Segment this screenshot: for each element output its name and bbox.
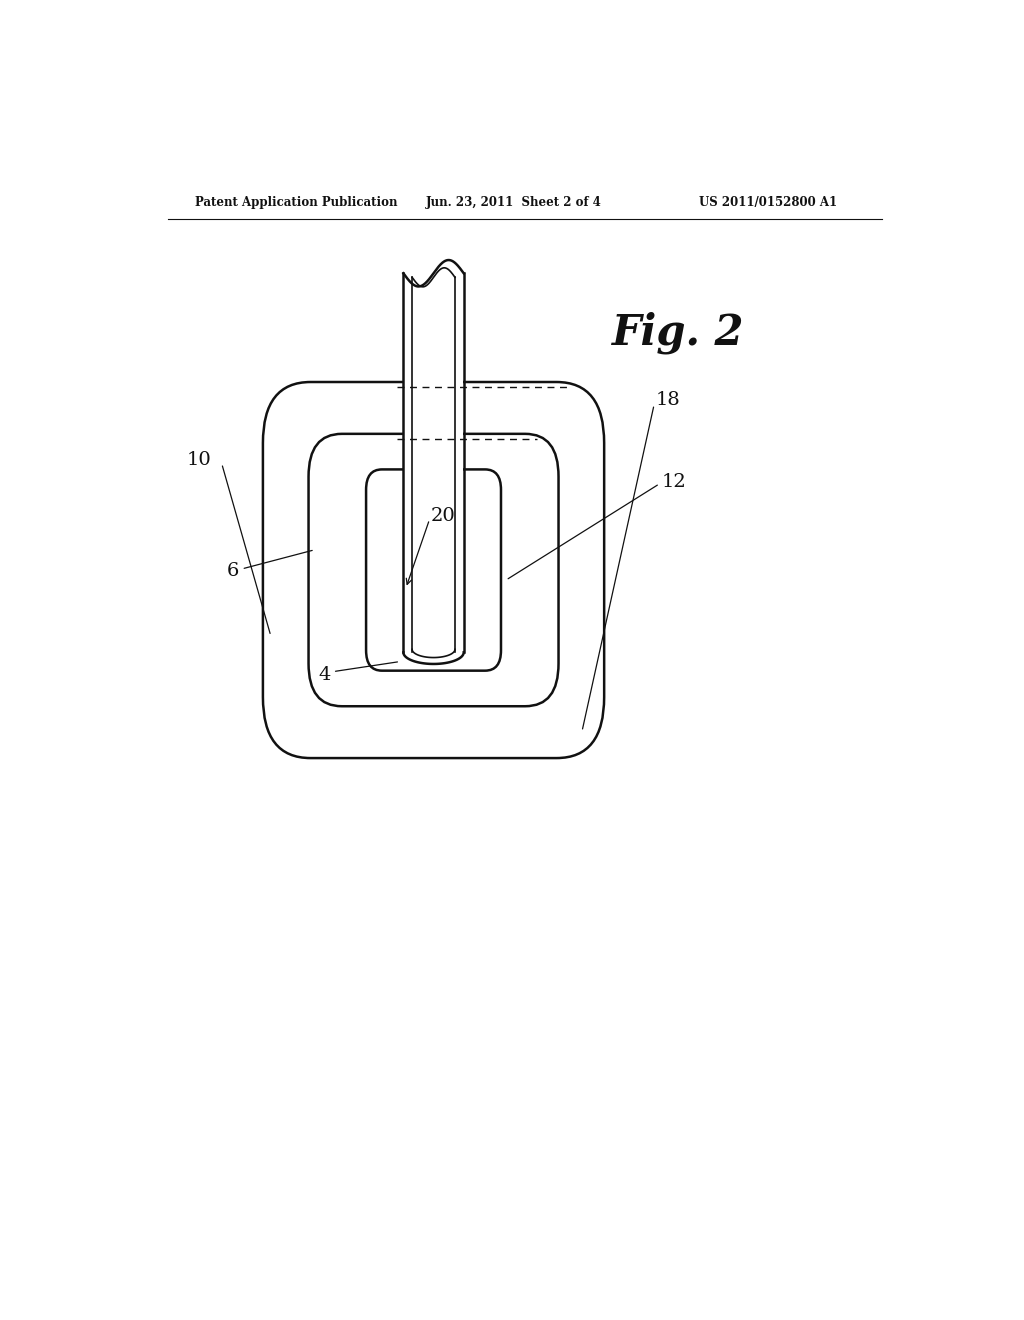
Text: 20: 20 bbox=[431, 507, 456, 525]
Text: 18: 18 bbox=[655, 391, 681, 409]
Text: 10: 10 bbox=[186, 451, 211, 470]
FancyBboxPatch shape bbox=[367, 470, 501, 671]
Text: Fig. 2: Fig. 2 bbox=[612, 312, 744, 355]
Text: US 2011/0152800 A1: US 2011/0152800 A1 bbox=[699, 195, 838, 209]
Text: Jun. 23, 2011  Sheet 2 of 4: Jun. 23, 2011 Sheet 2 of 4 bbox=[426, 195, 601, 209]
FancyBboxPatch shape bbox=[308, 434, 558, 706]
Text: 12: 12 bbox=[662, 473, 686, 491]
Bar bbox=[404, 284, 463, 652]
FancyBboxPatch shape bbox=[263, 381, 604, 758]
Text: Patent Application Publication: Patent Application Publication bbox=[196, 195, 398, 209]
Text: 4: 4 bbox=[318, 665, 331, 684]
Text: 6: 6 bbox=[226, 562, 240, 579]
